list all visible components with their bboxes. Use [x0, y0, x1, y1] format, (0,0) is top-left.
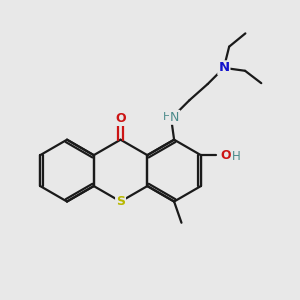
Text: O: O [220, 149, 231, 162]
Text: O: O [115, 112, 126, 125]
Text: H: H [232, 149, 241, 163]
Text: N: N [218, 61, 230, 74]
Text: H: H [163, 112, 171, 122]
Text: N: N [170, 111, 179, 124]
Text: S: S [116, 195, 125, 208]
